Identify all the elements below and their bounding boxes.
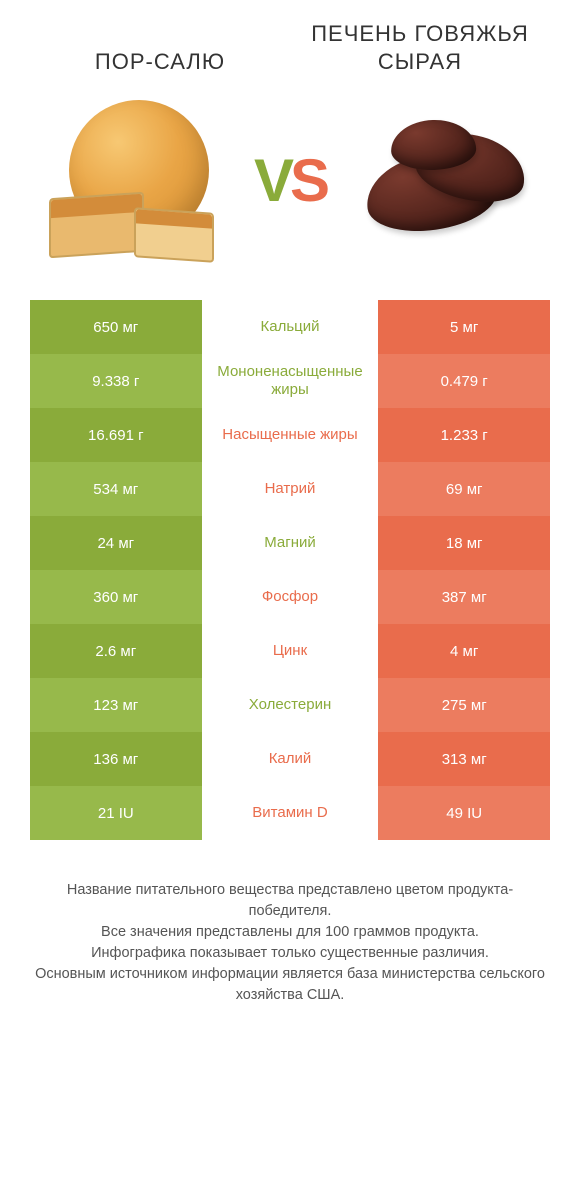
value-left: 136 мг	[30, 732, 202, 786]
footnote: Название питательного вещества представл…	[30, 880, 550, 1006]
table-row: 123 мгХолестерин275 мг	[30, 678, 550, 732]
value-right: 1.233 г	[378, 408, 550, 462]
title-right: ПЕЧЕНЬ ГОВЯЖЬЯ СЫРАЯ	[290, 20, 550, 75]
table-row: 24 мгМагний18 мг	[30, 516, 550, 570]
footnote-line: Основным источником информации является …	[30, 964, 550, 1006]
table-row: 9.338 гМононенасыщенные жиры0.479 г	[30, 354, 550, 408]
value-right: 49 IU	[378, 786, 550, 840]
value-right: 313 мг	[378, 732, 550, 786]
value-left: 24 мг	[30, 516, 202, 570]
value-left: 360 мг	[30, 570, 202, 624]
footnote-line: Все значения представлены для 100 граммо…	[30, 922, 550, 943]
value-right: 387 мг	[378, 570, 550, 624]
value-right: 18 мг	[378, 516, 550, 570]
comparison-table: 650 мгКальций5 мг9.338 гМононенасыщенные…	[30, 300, 550, 840]
value-right: 5 мг	[378, 300, 550, 354]
value-left: 2.6 мг	[30, 624, 202, 678]
value-right: 69 мг	[378, 462, 550, 516]
nutrient-label: Насыщенные жиры	[202, 408, 379, 462]
value-left: 534 мг	[30, 462, 202, 516]
vs-s: S	[290, 147, 326, 214]
table-row: 16.691 гНасыщенные жиры1.233 г	[30, 408, 550, 462]
nutrient-label: Фосфор	[202, 570, 379, 624]
nutrient-label: Витамин D	[202, 786, 379, 840]
nutrient-label: Цинк	[202, 624, 379, 678]
table-row: 650 мгКальций5 мг	[30, 300, 550, 354]
table-row: 136 мгКалий313 мг	[30, 732, 550, 786]
infographic: ПОР-САЛЮ ПЕЧЕНЬ ГОВЯЖЬЯ СЫРАЯ VS 650 мгК…	[0, 0, 580, 1036]
table-row: 2.6 мгЦинк4 мг	[30, 624, 550, 678]
value-left: 9.338 г	[30, 354, 202, 408]
image-left	[30, 100, 238, 260]
vs-label: VS	[254, 146, 326, 215]
value-right: 275 мг	[378, 678, 550, 732]
vs-v: V	[254, 147, 290, 214]
table-row: 360 мгФосфор387 мг	[30, 570, 550, 624]
liver-illustration	[361, 120, 531, 240]
hero-row: VS	[30, 85, 550, 275]
value-right: 0.479 г	[378, 354, 550, 408]
footnote-line: Инфографика показывает только существенн…	[30, 943, 550, 964]
nutrient-label: Натрий	[202, 462, 379, 516]
titles: ПОР-САЛЮ ПЕЧЕНЬ ГОВЯЖЬЯ СЫРАЯ	[30, 20, 550, 75]
nutrient-label: Магний	[202, 516, 379, 570]
cheese-illustration	[49, 100, 219, 260]
nutrient-label: Кальций	[202, 300, 379, 354]
table-row: 534 мгНатрий69 мг	[30, 462, 550, 516]
value-right: 4 мг	[378, 624, 550, 678]
value-left: 123 мг	[30, 678, 202, 732]
value-left: 21 IU	[30, 786, 202, 840]
nutrient-label: Мононенасыщенные жиры	[202, 354, 379, 408]
table-row: 21 IUВитамин D49 IU	[30, 786, 550, 840]
title-left: ПОР-САЛЮ	[30, 48, 290, 76]
value-left: 16.691 г	[30, 408, 202, 462]
nutrient-label: Калий	[202, 732, 379, 786]
footnote-line: Название питательного вещества представл…	[30, 880, 550, 922]
nutrient-label: Холестерин	[202, 678, 379, 732]
image-right	[342, 120, 550, 240]
value-left: 650 мг	[30, 300, 202, 354]
